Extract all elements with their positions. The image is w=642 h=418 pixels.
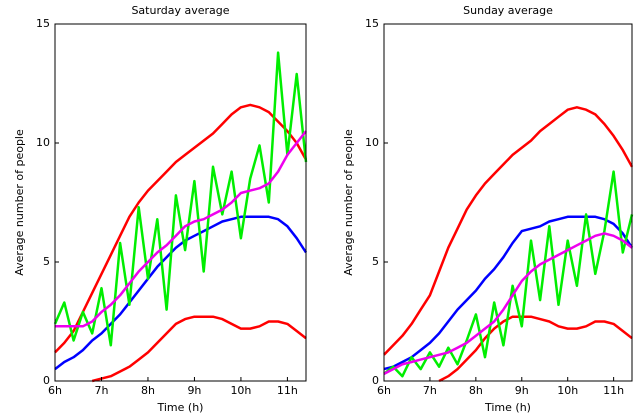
y-tick-label: 0 bbox=[43, 374, 50, 387]
data-line bbox=[438, 315, 633, 383]
x-tick-label: 10h bbox=[557, 384, 578, 397]
x-tick-label: 10h bbox=[230, 384, 251, 397]
x-tick-label: 6h bbox=[48, 384, 62, 397]
x-tick-label: 11h bbox=[603, 384, 624, 397]
x-tick-label: 9h bbox=[187, 384, 201, 397]
x-tick-label: 7h bbox=[94, 384, 108, 397]
x-tick-label: 9h bbox=[515, 384, 529, 397]
y-tick-label: 10 bbox=[36, 136, 50, 149]
y-tick-label: 10 bbox=[365, 136, 379, 149]
x-tick-label: 8h bbox=[469, 384, 483, 397]
y-axis-label: Average number of people bbox=[342, 129, 355, 276]
data-line bbox=[53, 51, 308, 347]
chart-title: Sunday average bbox=[463, 4, 553, 17]
data-line bbox=[54, 103, 308, 354]
x-axis-label: Time (h) bbox=[484, 401, 531, 414]
x-tick-label: 7h bbox=[423, 384, 437, 397]
data-line bbox=[91, 315, 307, 383]
data-line bbox=[383, 232, 633, 376]
x-tick-label: 11h bbox=[277, 384, 298, 397]
data-line bbox=[383, 170, 634, 378]
x-axis-label: Time (h) bbox=[157, 401, 204, 414]
y-tick-label: 5 bbox=[372, 255, 379, 268]
data-line bbox=[54, 215, 308, 371]
plot-area bbox=[384, 24, 632, 381]
y-tick-label: 0 bbox=[372, 374, 379, 387]
x-tick-label: 8h bbox=[141, 384, 155, 397]
y-axis-label: Average number of people bbox=[13, 129, 26, 276]
data-line bbox=[55, 130, 307, 328]
x-tick-label: 6h bbox=[377, 384, 391, 397]
axes-box bbox=[54, 23, 307, 382]
y-tick-label: 15 bbox=[36, 17, 50, 30]
data-line bbox=[383, 106, 634, 356]
chart-title: Saturday average bbox=[131, 4, 229, 17]
y-tick-label: 15 bbox=[365, 17, 379, 30]
y-tick-label: 5 bbox=[43, 255, 50, 268]
axes-box bbox=[383, 23, 633, 382]
data-line bbox=[383, 215, 634, 371]
